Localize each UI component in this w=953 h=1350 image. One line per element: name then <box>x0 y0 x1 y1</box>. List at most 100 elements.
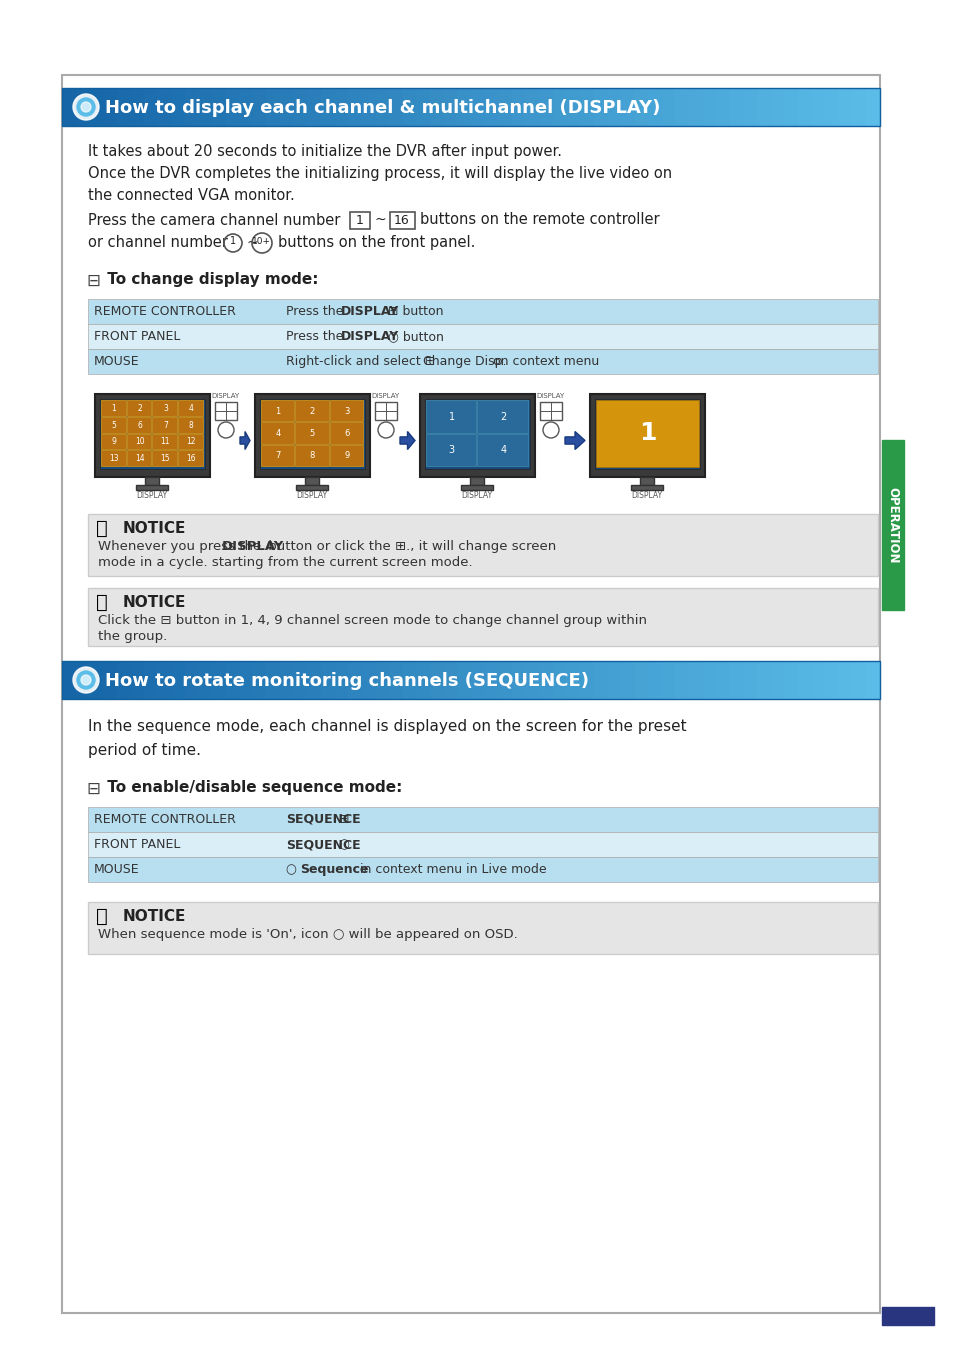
Text: To enable/disable sequence mode:: To enable/disable sequence mode: <box>102 780 402 795</box>
Bar <box>852 662 866 699</box>
Text: 7: 7 <box>163 421 168 429</box>
Bar <box>484 88 498 126</box>
Bar <box>647 662 662 699</box>
FancyBboxPatch shape <box>419 394 535 477</box>
Text: DISPLAY: DISPLAY <box>136 491 168 500</box>
FancyBboxPatch shape <box>295 423 329 444</box>
Bar <box>294 662 308 699</box>
Bar <box>456 88 472 126</box>
Bar <box>688 88 703 126</box>
Text: How to rotate monitoring channels (SEQUENCE): How to rotate monitoring channels (SEQUE… <box>105 672 588 690</box>
Bar <box>661 662 676 699</box>
FancyBboxPatch shape <box>595 400 700 468</box>
Bar <box>471 88 485 126</box>
Bar <box>512 662 526 699</box>
FancyBboxPatch shape <box>470 477 483 485</box>
Text: When sequence mode is 'On', icon ○ will be appeared on OSD.: When sequence mode is 'On', icon ○ will … <box>98 927 517 941</box>
Text: Sequence: Sequence <box>299 863 368 876</box>
Text: ⊞: ⊞ <box>335 813 349 826</box>
Text: mode in a cycle. starting from the current screen mode.: mode in a cycle. starting from the curre… <box>98 556 472 568</box>
Text: 5: 5 <box>112 421 116 429</box>
Bar <box>103 88 117 126</box>
FancyBboxPatch shape <box>88 857 877 882</box>
Bar <box>116 662 131 699</box>
Bar <box>335 662 349 699</box>
Text: 11: 11 <box>160 437 170 447</box>
Text: 4: 4 <box>275 429 280 437</box>
FancyBboxPatch shape <box>152 451 177 466</box>
Text: 2: 2 <box>499 412 506 421</box>
Bar <box>144 88 158 126</box>
FancyBboxPatch shape <box>390 212 415 230</box>
Bar <box>198 88 213 126</box>
Text: 15: 15 <box>160 454 170 463</box>
Bar <box>525 662 539 699</box>
Bar <box>389 662 403 699</box>
Bar <box>103 662 117 699</box>
Circle shape <box>77 99 95 116</box>
Text: ⊟: ⊟ <box>86 780 100 798</box>
Bar <box>402 662 417 699</box>
Bar <box>865 662 880 699</box>
Bar <box>307 662 322 699</box>
Text: 1: 1 <box>112 404 116 413</box>
Text: 8: 8 <box>189 421 193 429</box>
Circle shape <box>81 103 91 112</box>
Bar <box>361 662 376 699</box>
FancyBboxPatch shape <box>639 477 654 485</box>
Text: MOUSE: MOUSE <box>94 863 139 876</box>
Circle shape <box>73 667 99 693</box>
Bar <box>75 662 91 699</box>
FancyBboxPatch shape <box>330 423 363 444</box>
Text: 📝: 📝 <box>96 907 108 926</box>
Bar <box>430 662 444 699</box>
Text: 1: 1 <box>275 406 280 416</box>
Text: 📝: 📝 <box>96 593 108 612</box>
Bar <box>634 88 649 126</box>
Bar <box>185 662 199 699</box>
Text: 14: 14 <box>134 454 144 463</box>
FancyBboxPatch shape <box>95 394 210 477</box>
Text: ○: ○ <box>335 838 350 850</box>
Text: button or click the ⊞., it will change screen: button or click the ⊞., it will change s… <box>264 540 556 553</box>
Text: Press the: Press the <box>286 329 347 343</box>
Text: 10+: 10+ <box>252 238 271 246</box>
FancyBboxPatch shape <box>460 485 493 490</box>
Bar <box>811 662 825 699</box>
FancyBboxPatch shape <box>596 400 699 467</box>
FancyBboxPatch shape <box>589 394 704 477</box>
Bar <box>456 662 472 699</box>
Bar <box>171 88 186 126</box>
Text: the connected VGA monitor.: the connected VGA monitor. <box>88 188 294 202</box>
Bar <box>361 88 376 126</box>
Text: 📝: 📝 <box>96 518 108 539</box>
FancyBboxPatch shape <box>127 400 152 416</box>
Text: 16: 16 <box>394 213 410 227</box>
Bar <box>798 88 812 126</box>
Bar <box>538 88 554 126</box>
Text: or channel number: or channel number <box>88 235 233 250</box>
Bar <box>212 662 227 699</box>
Bar <box>75 88 91 126</box>
Text: ○ button: ○ button <box>384 329 444 343</box>
Text: 10: 10 <box>134 437 144 447</box>
Bar <box>430 88 444 126</box>
Polygon shape <box>399 432 415 450</box>
Text: the group.: the group. <box>98 630 167 643</box>
Bar <box>144 662 158 699</box>
FancyBboxPatch shape <box>101 417 126 432</box>
Text: NOTICE: NOTICE <box>123 521 186 536</box>
FancyBboxPatch shape <box>62 76 879 1314</box>
FancyBboxPatch shape <box>295 400 329 421</box>
Text: ○: ○ <box>286 863 300 876</box>
FancyBboxPatch shape <box>101 451 126 466</box>
Bar <box>416 88 431 126</box>
FancyBboxPatch shape <box>539 402 561 420</box>
FancyBboxPatch shape <box>630 485 662 490</box>
Bar <box>239 88 253 126</box>
FancyBboxPatch shape <box>375 402 396 420</box>
FancyBboxPatch shape <box>426 433 476 466</box>
Bar <box>497 662 513 699</box>
Text: NOTICE: NOTICE <box>123 595 186 610</box>
Text: NOTICE: NOTICE <box>123 909 186 923</box>
